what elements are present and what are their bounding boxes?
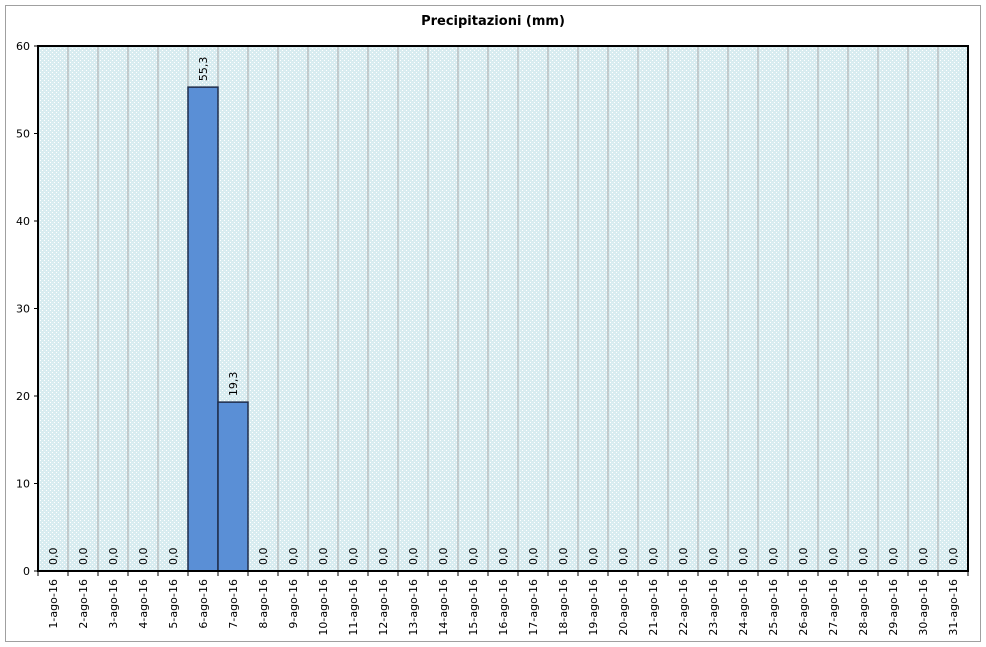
x-tick-label: 16-ago-16 bbox=[497, 579, 510, 636]
x-tick-label: 22-ago-16 bbox=[677, 579, 690, 636]
data-label: 55,3 bbox=[197, 57, 210, 82]
data-label: 0,0 bbox=[167, 548, 180, 566]
data-label: 19,3 bbox=[227, 372, 240, 397]
chart-title: Precipitazioni (mm) bbox=[421, 14, 565, 29]
data-label: 0,0 bbox=[317, 548, 330, 566]
data-label: 0,0 bbox=[797, 548, 810, 566]
y-tick-label: 0 bbox=[23, 565, 30, 578]
x-tick-label: 18-ago-16 bbox=[557, 579, 570, 636]
data-label: 0,0 bbox=[377, 548, 390, 566]
x-tick-label: 12-ago-16 bbox=[377, 579, 390, 636]
data-label: 0,0 bbox=[347, 548, 360, 566]
x-tick-label: 21-ago-16 bbox=[647, 579, 660, 636]
x-tick-label: 19-ago-16 bbox=[587, 579, 600, 636]
data-label: 0,0 bbox=[827, 548, 840, 566]
x-tick-label: 24-ago-16 bbox=[737, 579, 750, 636]
data-label: 0,0 bbox=[947, 548, 960, 566]
x-tick-label: 26-ago-16 bbox=[797, 579, 810, 636]
x-tick-label: 5-ago-16 bbox=[167, 579, 180, 629]
y-tick-label: 50 bbox=[16, 128, 30, 141]
y-tick-label: 60 bbox=[16, 40, 30, 53]
data-label: 0,0 bbox=[407, 548, 420, 566]
x-tick-label: 9-ago-16 bbox=[287, 579, 300, 629]
x-tick-label: 4-ago-16 bbox=[137, 579, 150, 629]
x-tick-label: 25-ago-16 bbox=[767, 579, 780, 636]
x-tick-label: 28-ago-16 bbox=[857, 579, 870, 636]
data-label: 0,0 bbox=[497, 548, 510, 566]
x-tick-label: 14-ago-16 bbox=[437, 579, 450, 636]
x-tick-label: 23-ago-16 bbox=[707, 579, 720, 636]
data-label: 0,0 bbox=[47, 548, 60, 566]
y-tick-label: 40 bbox=[16, 215, 30, 228]
x-tick-label: 1-ago-16 bbox=[47, 579, 60, 629]
bar-6-ago-16 bbox=[187, 86, 219, 572]
x-tick-label: 29-ago-16 bbox=[887, 579, 900, 636]
data-label: 0,0 bbox=[587, 548, 600, 566]
data-label: 0,0 bbox=[107, 548, 120, 566]
y-tick-label: 30 bbox=[16, 303, 30, 316]
data-label: 0,0 bbox=[887, 548, 900, 566]
x-tick-label: 31-ago-16 bbox=[947, 579, 960, 636]
data-label: 0,0 bbox=[287, 548, 300, 566]
data-label: 0,0 bbox=[647, 548, 660, 566]
x-tick-label: 13-ago-16 bbox=[407, 579, 420, 636]
data-label: 0,0 bbox=[257, 548, 270, 566]
x-tick-label: 7-ago-16 bbox=[227, 579, 240, 629]
x-tick-label: 15-ago-16 bbox=[467, 579, 480, 636]
data-label: 0,0 bbox=[437, 548, 450, 566]
data-label: 0,0 bbox=[137, 548, 150, 566]
x-tick-label: 20-ago-16 bbox=[617, 579, 630, 636]
plot-area bbox=[38, 46, 968, 571]
data-label: 0,0 bbox=[737, 548, 750, 566]
data-label: 0,0 bbox=[77, 548, 90, 566]
data-label: 0,0 bbox=[707, 548, 720, 566]
x-tick-label: 27-ago-16 bbox=[827, 579, 840, 636]
x-tick-label: 6-ago-16 bbox=[197, 579, 210, 629]
data-label: 0,0 bbox=[557, 548, 570, 566]
bar-7-ago-16 bbox=[217, 401, 249, 572]
data-label: 0,0 bbox=[467, 548, 480, 566]
data-label: 0,0 bbox=[917, 548, 930, 566]
y-tick-label: 20 bbox=[16, 390, 30, 403]
x-tick-label: 2-ago-16 bbox=[77, 579, 90, 629]
x-tick-label: 8-ago-16 bbox=[257, 579, 270, 629]
x-tick-label: 3-ago-16 bbox=[107, 579, 120, 629]
x-tick-label: 11-ago-16 bbox=[347, 579, 360, 636]
data-label: 0,0 bbox=[617, 548, 630, 566]
x-tick-label: 10-ago-16 bbox=[317, 579, 330, 636]
y-tick-label: 10 bbox=[16, 478, 30, 491]
data-label: 0,0 bbox=[677, 548, 690, 566]
x-tick-label: 17-ago-16 bbox=[527, 579, 540, 636]
data-label: 0,0 bbox=[767, 548, 780, 566]
x-tick-label: 30-ago-16 bbox=[917, 579, 930, 636]
data-label: 0,0 bbox=[527, 548, 540, 566]
data-label: 0,0 bbox=[857, 548, 870, 566]
